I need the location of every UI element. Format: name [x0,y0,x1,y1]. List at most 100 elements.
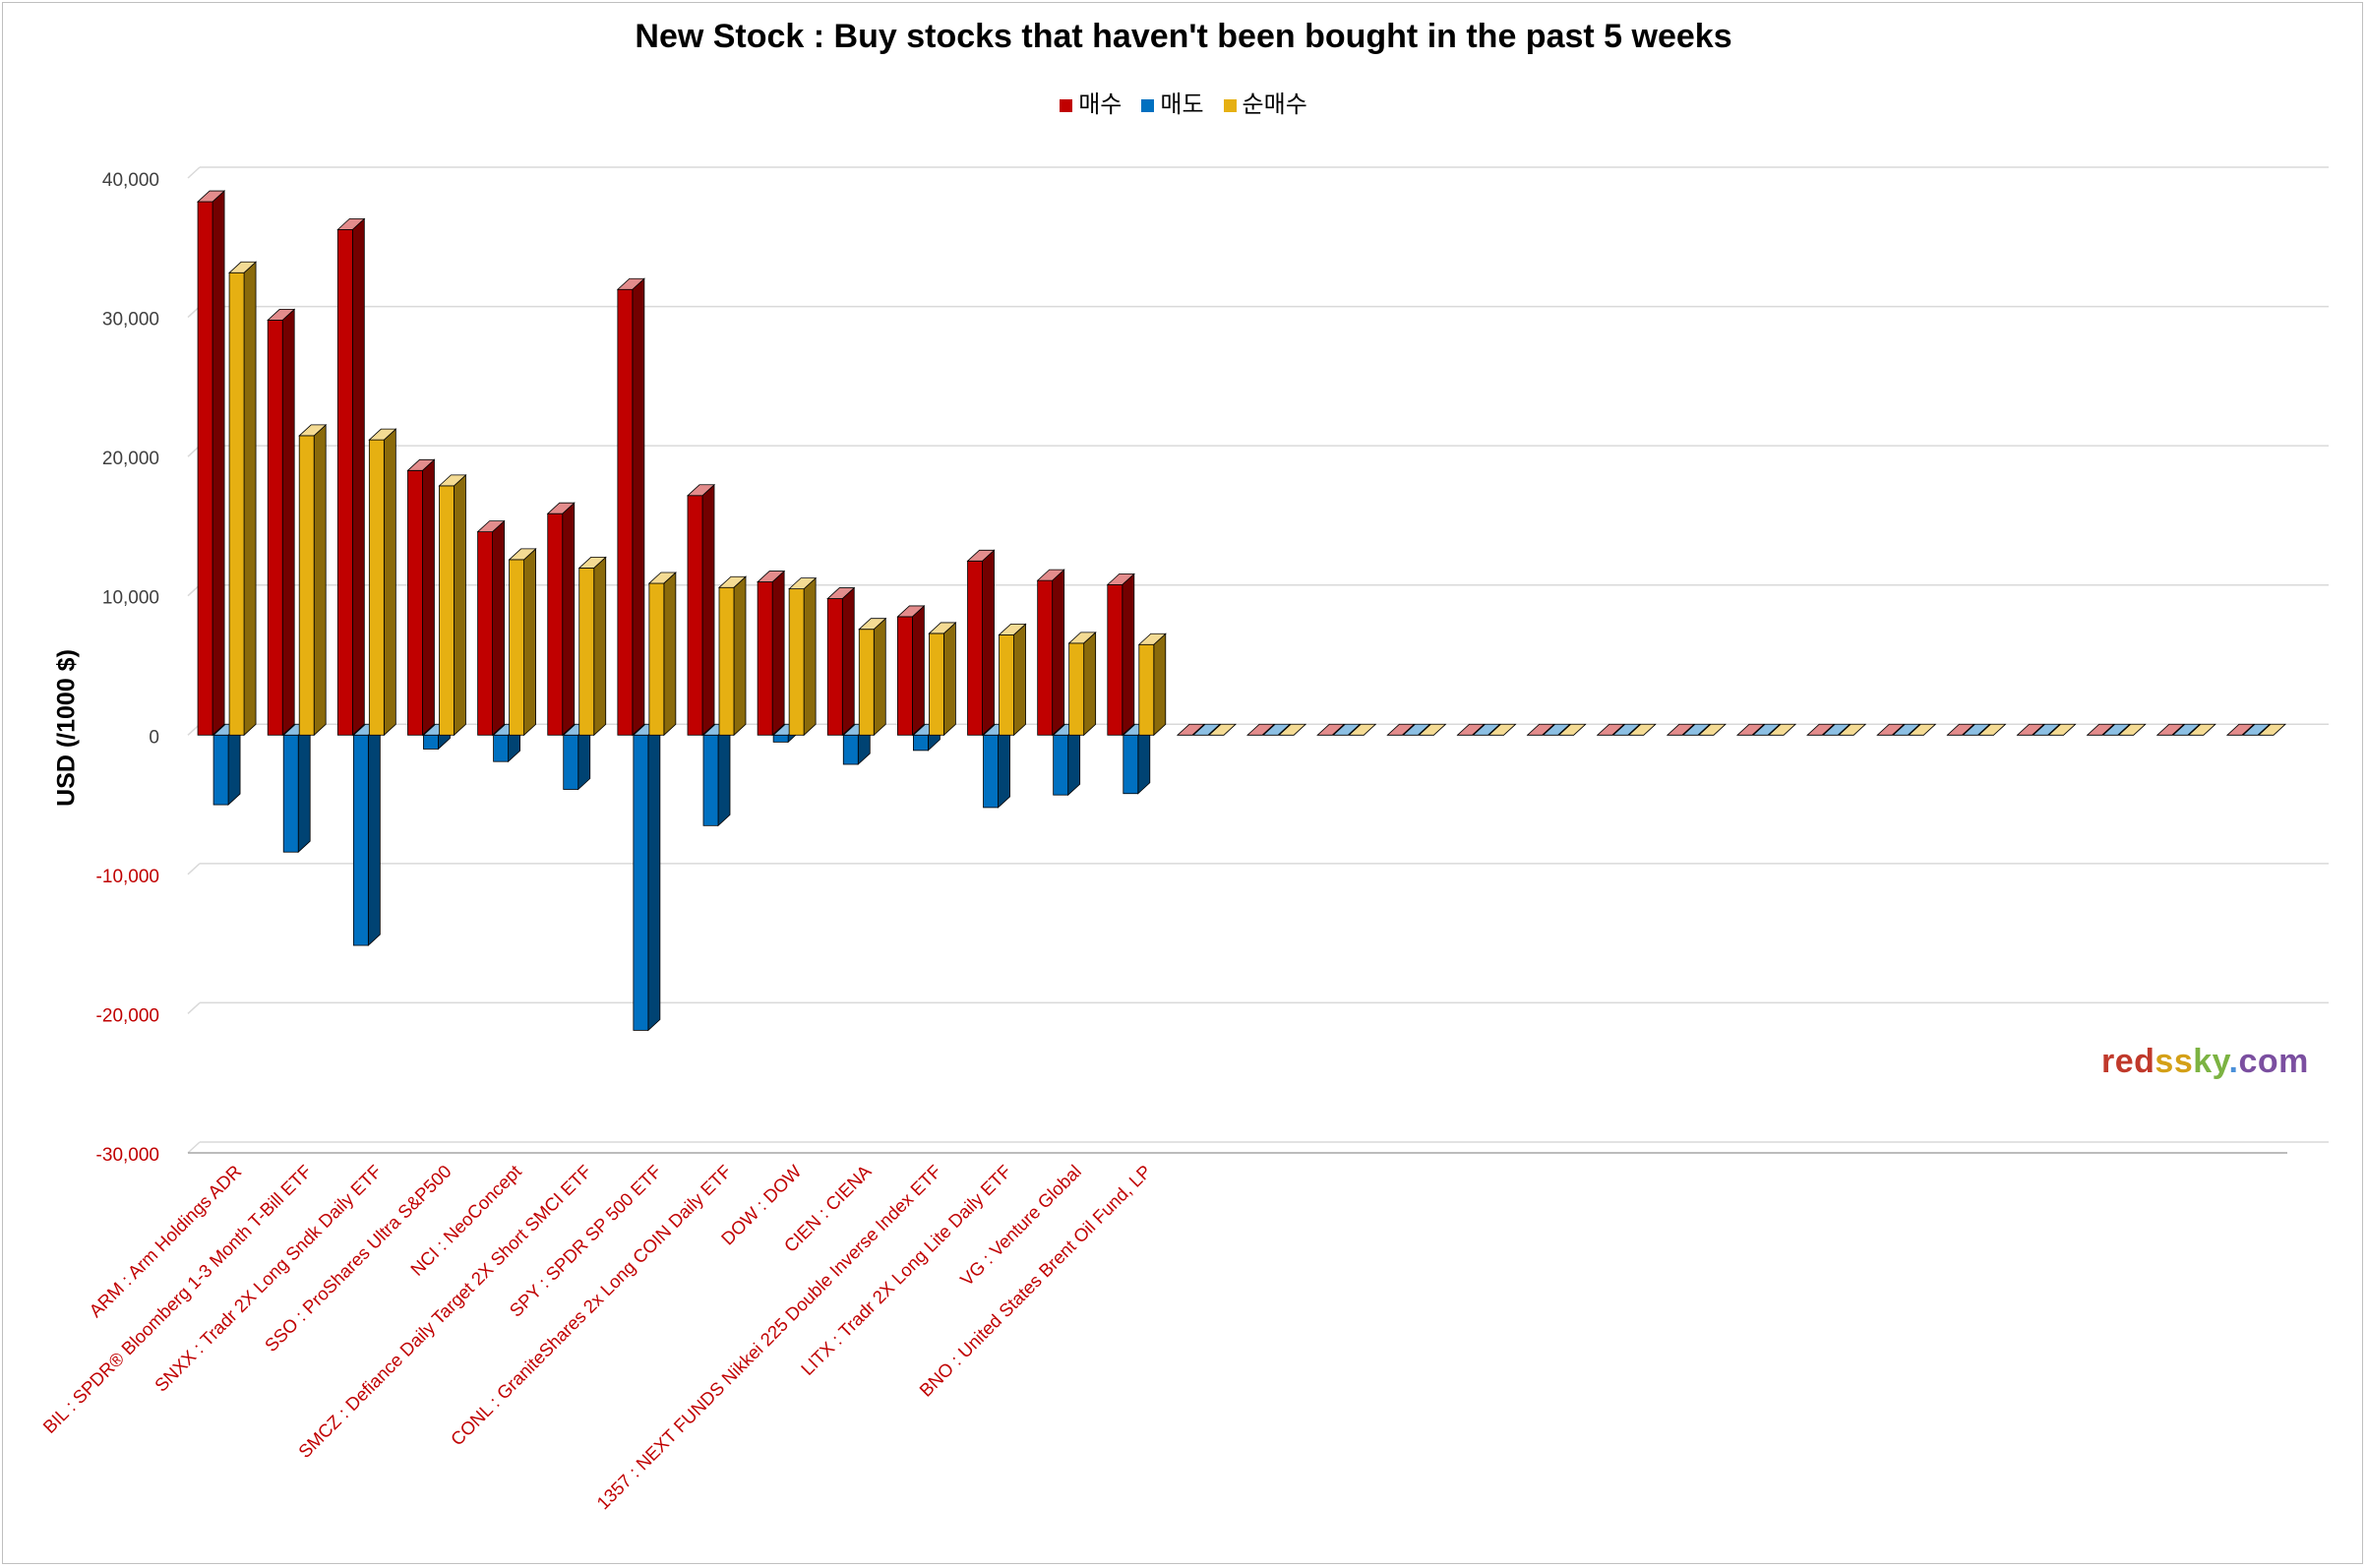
bar-0-6 [616,277,645,737]
bar-1-6 [632,723,661,1032]
watermark-part: red [2101,1043,2155,1080]
watermark-part: com [2238,1043,2309,1080]
bar-2-10 [928,622,957,737]
bar-1-27 [2101,723,2131,736]
bar-2-7 [717,575,748,737]
gridline-depth [187,1141,201,1154]
legend-label: 매수 [1078,91,1123,118]
bar-0-4 [476,519,506,737]
bar-2-6 [647,572,677,737]
bar-2-3 [438,473,467,737]
bar-1-15 [1262,723,1292,736]
bar-1-7 [701,723,732,827]
bar-1-1 [282,723,312,854]
bar-0-18 [1456,723,1486,736]
bar-0-21 [1666,723,1695,736]
bar-0-19 [1526,723,1555,736]
bar-2-29 [2257,723,2286,736]
bar-0-3 [406,458,436,737]
legend-swatch [1223,99,1237,113]
bar-0-12 [1036,569,1065,737]
bar-1-29 [2241,723,2271,736]
bar-2-20 [1627,723,1657,736]
gridline-depth [187,863,201,875]
bar-0-17 [1386,723,1416,736]
bar-0-11 [966,549,996,737]
bar-1-19 [1542,723,1571,736]
chart-title: New Stock : Buy stocks that haven't been… [635,18,1732,55]
bar-0-5 [546,502,576,737]
bar-0-28 [2155,723,2185,736]
bar-0-27 [2086,723,2115,736]
bar-2-13 [1137,633,1167,737]
legend-item-0: 매수 [1060,85,1122,119]
bar-2-22 [1767,723,1797,736]
bar-2-21 [1697,723,1727,736]
bar-1-14 [1191,723,1221,736]
bar-2-26 [2047,723,2077,736]
bar-2-24 [1908,723,1937,736]
bar-0-24 [1876,723,1906,736]
bar-2-23 [1838,723,1867,736]
bar-1-24 [1892,723,1921,736]
bar-2-19 [1557,723,1587,736]
bar-0-10 [896,605,926,737]
bar-2-5 [577,556,607,737]
bar-0-16 [1316,723,1346,736]
bar-1-17 [1402,723,1431,736]
watermark-part: ky [2193,1043,2229,1080]
bar-2-15 [1278,723,1307,736]
bar-0-1 [267,308,296,737]
bar-0-7 [686,483,716,737]
bar-2-9 [858,617,887,737]
bar-2-1 [298,423,328,737]
x-tick-label: 1357 : NEXT FUNDS Nikkei 225 Double Inve… [592,1161,945,1514]
bar-1-22 [1751,723,1782,736]
bar-2-25 [1977,723,2007,736]
legend-label: 순매수 [1242,91,1307,118]
bar-2-11 [998,623,1027,737]
bar-2-17 [1418,723,1447,736]
x-tick-label: BIL : SPDR® Bloomberg 1-3 Month T-Bill E… [38,1161,315,1437]
bar-0-23 [1806,723,1836,736]
watermark: redssky.com [2101,1043,2309,1081]
bar-1-18 [1472,723,1501,736]
y-tick-label: 20,000 [102,449,159,469]
bar-2-4 [508,547,537,737]
bar-0-20 [1596,723,1625,736]
bar-0-29 [2225,723,2255,736]
y-tick-label: -20,000 [96,1005,159,1026]
bar-1-21 [1681,723,1711,736]
bar-2-16 [1348,723,1377,736]
y-tick-label: 30,000 [102,310,159,331]
bar-1-23 [1822,723,1851,736]
bar-0-9 [826,586,856,737]
chart-legend: 매수 매도 순매수 [0,85,2367,119]
y-tick-label: 0 [149,727,159,748]
bar-0-0 [197,190,226,737]
bar-0-22 [1735,723,1766,736]
bar-0-25 [1946,723,1975,736]
legend-label: 매도 [1160,91,1204,118]
bar-0-14 [1176,723,1205,736]
bar-1-2 [352,723,382,946]
bar-1-25 [1962,723,1991,736]
bar-2-0 [228,261,258,737]
x-tick-label: VG : Venture Global [956,1161,1085,1290]
bar-0-26 [2016,723,2045,736]
bar-1-26 [2032,723,2061,736]
y-tick-label: -10,000 [96,867,159,887]
bar-0-2 [336,217,366,737]
y-tick-label: 10,000 [102,588,159,609]
bar-1-28 [2171,723,2201,736]
bar-1-16 [1332,723,1362,736]
watermark-part: . [2228,1043,2239,1080]
legend-item-2: 순매수 [1223,85,1307,119]
legend-swatch [1141,99,1155,113]
bar-0-8 [757,570,786,737]
y-tick-label: -30,000 [96,1145,159,1166]
bar-2-27 [2117,723,2147,736]
bar-1-20 [1611,723,1641,736]
